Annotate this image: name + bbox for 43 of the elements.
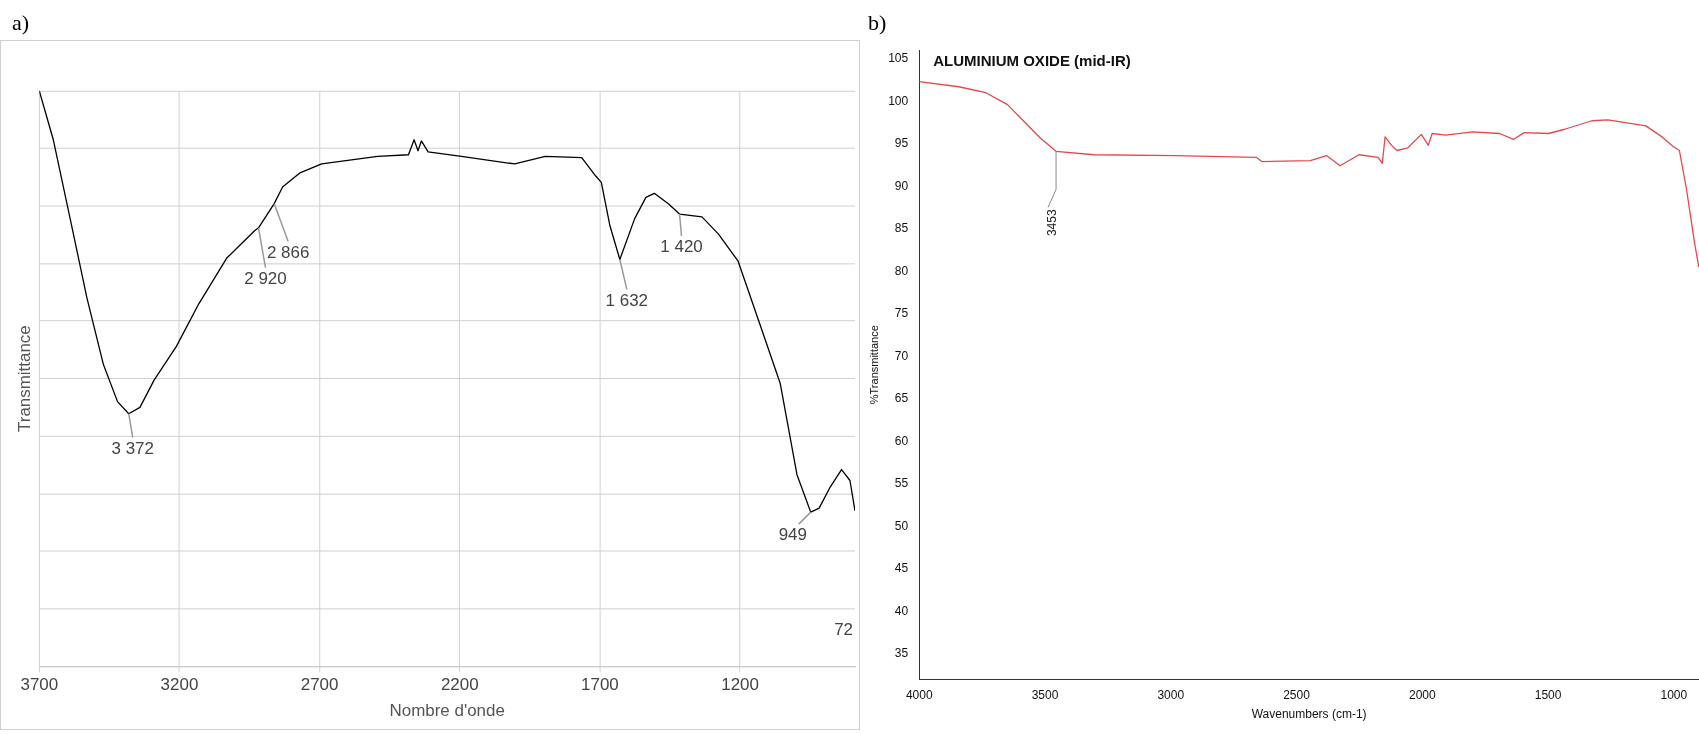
- annotation: 2 920: [244, 268, 287, 288]
- y-tick-label: 85: [894, 221, 909, 236]
- y-tick-label: 65: [894, 391, 909, 406]
- x-tick-label: 2500: [1283, 687, 1311, 702]
- x-tick-label: 1700: [581, 675, 619, 695]
- x-axis-title: Nombre d'onde: [389, 700, 505, 720]
- x-axis-title: Wavenumbers (cm-1): [1251, 707, 1367, 722]
- x-tick-label: 2200: [440, 675, 479, 695]
- y-tick-label: 45: [894, 561, 909, 576]
- y-tick-label: 95: [894, 136, 909, 151]
- annotation: 72: [834, 619, 854, 639]
- x-tick-label: 3500: [1031, 687, 1059, 702]
- y-tick-label: 75: [894, 306, 909, 321]
- annotation: 949: [778, 525, 807, 545]
- chart-title: ALUMINIUM OXIDE (mid-IR): [933, 51, 1131, 69]
- x-tick-label: 3000: [1157, 687, 1185, 702]
- y-axis-title: %Transmittance: [867, 325, 880, 405]
- y-tick-label: 105: [888, 51, 909, 66]
- annotation: 1 632: [605, 290, 649, 310]
- y-tick-label: 55: [894, 476, 909, 491]
- y-axis-title: Transmittance: [14, 325, 34, 432]
- y-tick-label: 50: [894, 518, 909, 533]
- x-tick-label: 3700: [20, 675, 59, 695]
- y-tick-label: 35: [894, 646, 909, 661]
- y-tick-label: 90: [894, 178, 909, 193]
- text: b): [868, 10, 887, 36]
- text: a): [12, 10, 30, 36]
- x-tick-label: 1200: [721, 675, 759, 695]
- x-tick-label: 3200: [160, 675, 199, 695]
- x-tick-label: 1000: [1660, 687, 1688, 702]
- annotation: 1 420: [660, 237, 703, 257]
- annotation: 3 372: [111, 438, 154, 458]
- y-tick-label: 80: [894, 263, 909, 278]
- y-tick-label: 40: [894, 603, 909, 618]
- x-tick-label: 4000: [905, 687, 933, 702]
- x-tick-label: 2000: [1408, 687, 1436, 702]
- annotation: 2 866: [266, 242, 310, 262]
- y-tick-label: 70: [894, 348, 909, 363]
- y-tick-label: 100: [888, 93, 909, 108]
- annotation: 3453: [1045, 209, 1060, 237]
- x-tick-label: 2700: [300, 675, 339, 695]
- y-tick-label: 60: [894, 433, 909, 448]
- x-tick-label: 1500: [1534, 687, 1562, 702]
